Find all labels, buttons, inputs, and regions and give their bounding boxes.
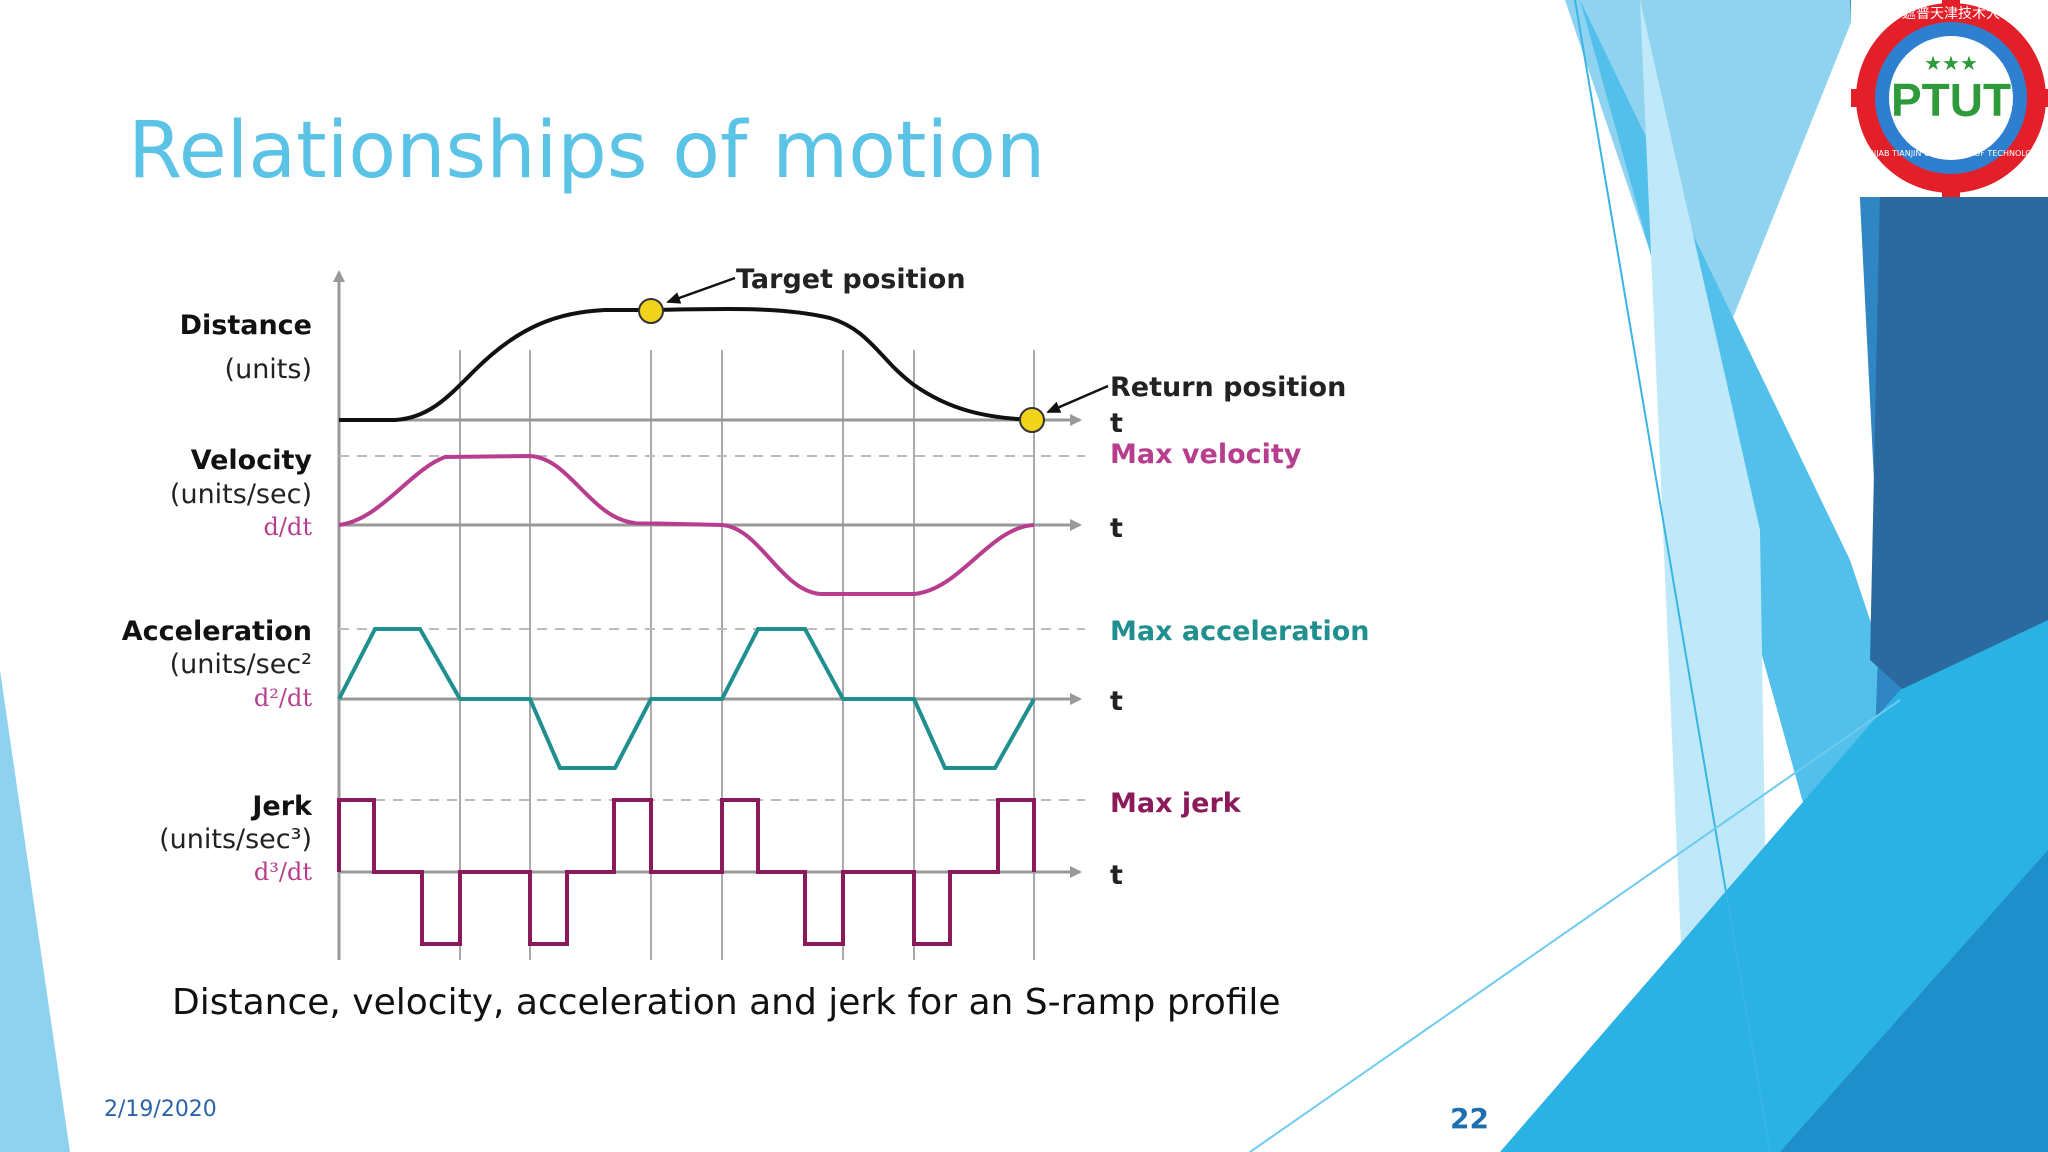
acceleration-curve [337, 627, 1036, 770]
acceleration-units: (units/sec² [170, 649, 312, 680]
time-axes [339, 414, 1082, 878]
acceleration-derivative: d²/dt [254, 684, 312, 712]
velocity-derivative: d/dt [264, 513, 313, 541]
target-position-pointer [666, 276, 736, 304]
return-position-marker [1019, 407, 1045, 433]
distance-units: (units) [225, 354, 312, 385]
acceleration-label: Acceleration [122, 616, 312, 647]
logo-stars: ★★★ [1924, 51, 1978, 75]
time-axis-label-jerk: t [1110, 860, 1123, 891]
max-acceleration-label: Max acceleration [1110, 616, 1369, 647]
university-logo: ★★★ PTUT 旁遮普天津技术大学 PUNJAB TIANJIN UNIVER… [1851, 0, 2048, 198]
slide-title: Relationships of motion [128, 106, 1046, 196]
return-position-pointer [1046, 384, 1109, 414]
deco-shape-pale [1640, 0, 1770, 1152]
jerk-curve [337, 798, 1036, 946]
distance-label: Distance [180, 310, 312, 341]
velocity-label: Velocity [191, 445, 313, 476]
deco-shape-bottom-deep [1780, 850, 2048, 1152]
max-jerk-label: Max jerk [1110, 788, 1242, 819]
target-position-marker [638, 298, 664, 324]
logo-chinese: 旁遮普天津技术大学 [1888, 5, 2014, 22]
deco-shape-left [0, 670, 70, 1152]
return-position-label: Return position [1110, 372, 1346, 403]
distance-curve [339, 306, 1035, 422]
figure-caption: Distance, velocity, acceleration and jer… [172, 982, 1281, 1023]
time-axis-label-acceleration: t [1110, 686, 1123, 717]
time-grid-lines [459, 350, 1035, 960]
jerk-label: Jerk [250, 791, 313, 822]
logo-text: PTUT [1891, 74, 2011, 126]
deco-shape-light-top [1565, 0, 1860, 400]
max-dashed-lines [339, 455, 1085, 801]
jerk-units: (units/sec³) [159, 824, 312, 855]
time-axis-label-distance: t [1110, 408, 1123, 439]
velocity-units: (units/sec) [170, 479, 312, 510]
slide-page-number: 22 [1450, 1102, 1489, 1135]
jerk-derivative: d³/dt [254, 858, 312, 886]
deco-line-1 [1574, 0, 1771, 1152]
target-position-label: Target position [736, 264, 966, 295]
time-axis-label-velocity: t [1110, 513, 1123, 544]
logo-ring-text: PUNJAB TIANJIN UNIVERSITY OF TECHNOLOGY [1860, 149, 2043, 158]
deco-line-2 [1249, 699, 1901, 1152]
max-velocity-label: Max velocity [1110, 439, 1302, 470]
slide-date: 2/19/2020 [104, 1097, 217, 1122]
velocity-curve [338, 453, 1035, 596]
